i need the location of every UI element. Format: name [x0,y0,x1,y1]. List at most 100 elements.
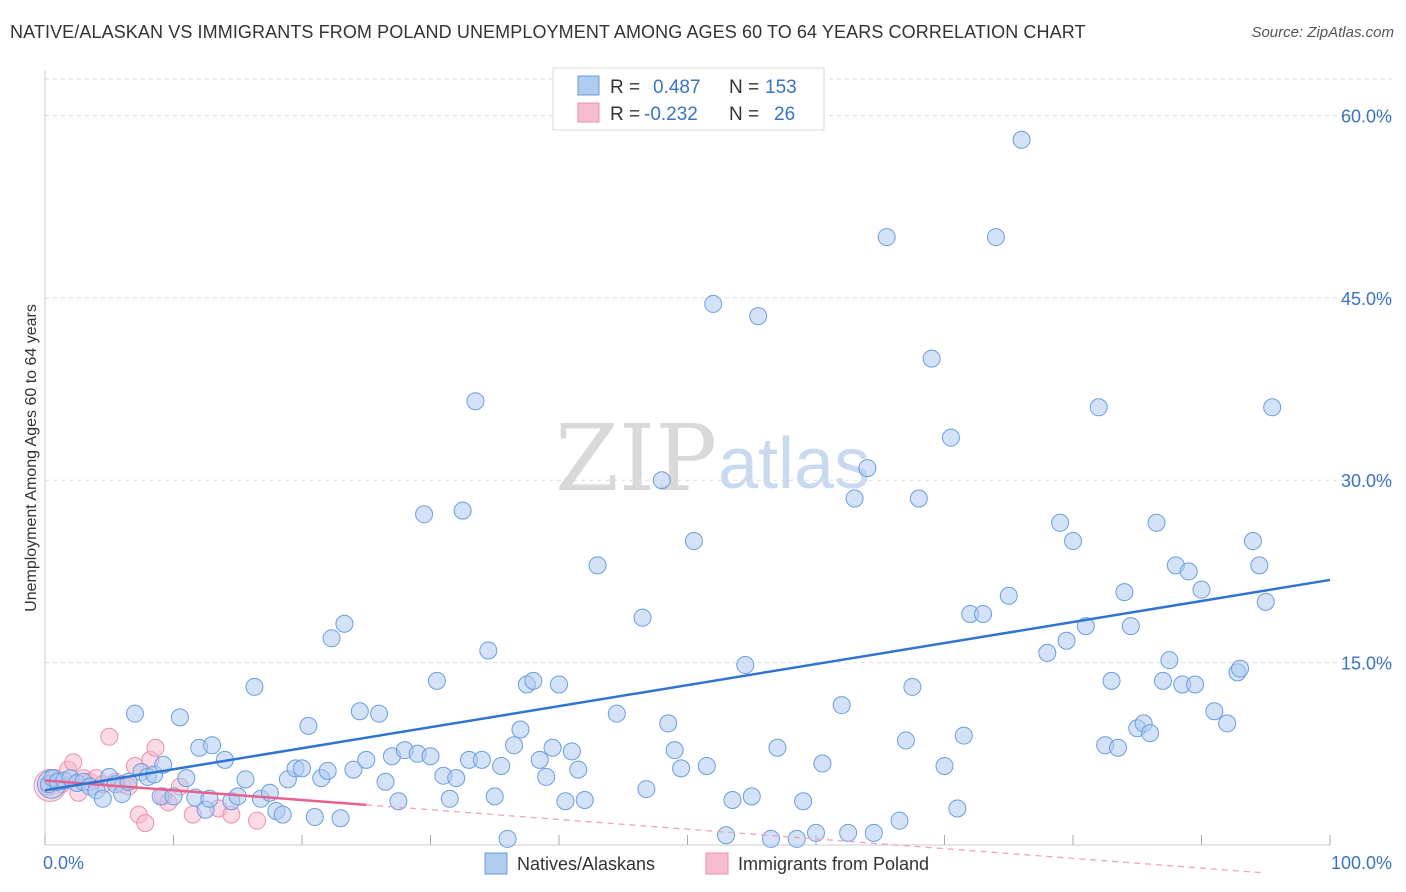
natives-point [832,696,851,715]
natives-point [543,738,562,757]
natives-point [1076,617,1095,636]
natives-point [93,789,112,808]
watermark-atlas: atlas [718,424,870,504]
natives-point [948,799,967,818]
natives-point [588,556,607,575]
natives-point [305,808,324,827]
natives-point [550,675,568,694]
stats-n-label-natives: N = [729,77,759,98]
natives-point [749,307,768,326]
legend: Natives/Alaskans Immigrants from Poland [484,852,929,875]
natives-point [659,714,678,733]
poland-point [248,811,267,830]
stats-r-value-poland: -0.232 [644,104,698,125]
natives-point [787,829,806,848]
legend-swatch-poland [705,852,729,875]
poland-point [136,814,155,833]
natives-point [125,704,144,723]
natives-trend-line [44,578,1331,792]
natives-point [909,489,928,508]
natives-point [293,759,311,778]
natives-point [652,471,671,490]
poland-point [100,727,119,746]
natives-point [684,532,703,551]
natives-point [665,741,684,760]
natives-point [273,805,292,824]
natives-point [389,792,408,811]
natives-point [299,716,318,735]
y-tick-labels: 15.0% 30.0% 45.0% 60.0% [1341,106,1392,673]
natives-point [935,756,954,775]
natives-point [440,789,459,808]
natives-point [331,809,350,828]
natives-point [637,780,656,799]
natives-point [524,671,543,690]
poland-trend-extension [366,804,1266,874]
natives-point [376,772,395,791]
natives-point [717,826,736,845]
y-tick-label: 45.0% [1341,289,1392,309]
natives-point [575,791,594,810]
natives-point [1250,556,1269,575]
natives-point [1243,532,1262,551]
natives-point [203,736,222,755]
natives-point [999,586,1018,605]
natives-point [492,756,511,775]
natives-point [896,731,915,750]
natives-point [864,823,883,842]
natives-point [1218,714,1237,733]
stats-r-value-natives: 0.487 [653,77,701,98]
axes [44,70,1331,846]
natives-point [453,501,472,520]
y-tick-label: 15.0% [1341,654,1392,674]
natives-point [170,708,189,727]
natives-point [839,823,858,842]
natives-point [794,792,813,811]
chart-title: NATIVE/ALASKAN VS IMMIGRANTS FROM POLAND… [10,22,1086,42]
natives-point [562,742,581,761]
natives-point [350,702,369,721]
natives-point [877,228,896,247]
natives-point [479,641,498,660]
natives-point [498,829,517,848]
y-tick-label: 60.0% [1341,106,1392,126]
natives-point [1205,702,1224,721]
natives-point [858,459,877,478]
natives-point [322,629,341,648]
natives-point [447,769,466,788]
natives-point [1115,583,1134,602]
natives-point [1057,631,1076,650]
natives-point [1102,671,1121,690]
natives-point [1147,513,1166,532]
watermark-zip: ZIP [555,405,717,512]
natives-point [704,294,723,313]
natives-point [421,747,440,766]
natives-point [941,428,960,447]
natives-point [1192,580,1211,599]
natives-point [954,726,973,745]
stats-n-value-poland: 26 [774,104,795,125]
natives-point [723,791,742,810]
natives-point [607,704,626,723]
stats-r-label-poland: R = [610,104,640,125]
natives-point [357,750,376,769]
natives-point [415,505,434,524]
poland-point [64,753,83,772]
natives-point [1141,724,1160,743]
poland-point [146,738,165,757]
natives-point [922,349,941,368]
legend-label-poland: Immigrants from Poland [738,854,929,874]
natives-point [1153,671,1172,690]
natives-point [1051,513,1070,532]
natives-point [511,720,530,739]
stats-n-value-natives: 153 [765,77,797,98]
natives-point [177,769,196,788]
stats-box: R = 0.487 N = 153 R = -0.232 N = 26 [552,67,825,131]
legend-swatch-natives [484,852,508,875]
natives-point [1012,130,1031,149]
stats-r-label-natives: R = [610,77,640,98]
stats-swatch-natives [577,75,600,96]
natives-point [344,760,363,779]
natives-point [1231,659,1250,678]
